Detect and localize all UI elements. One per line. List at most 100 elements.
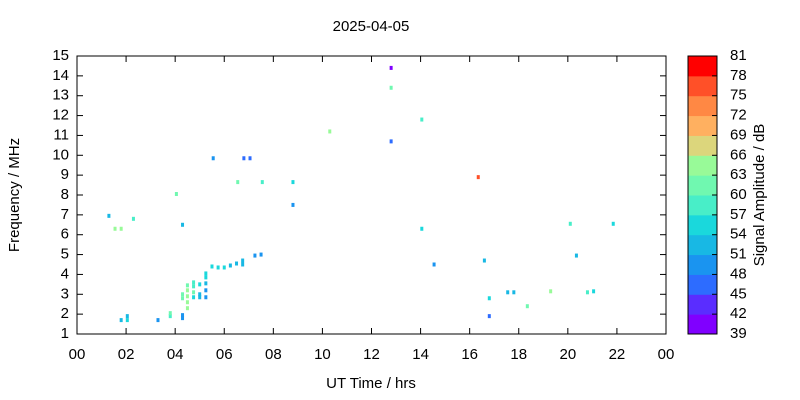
colorbar-tick-label: 45 — [730, 285, 747, 302]
point — [156, 318, 160, 323]
point — [107, 213, 111, 218]
colorbar-tick-label: 69 — [730, 126, 747, 143]
point — [192, 290, 196, 295]
y-tick-label: 6 — [61, 226, 69, 243]
point — [291, 202, 295, 207]
chart-title: 2025-04-05 — [333, 18, 410, 35]
point — [328, 129, 332, 134]
point — [291, 180, 295, 185]
point — [235, 261, 239, 266]
y-tick-label: 4 — [61, 265, 69, 282]
point — [242, 156, 246, 161]
point — [181, 313, 185, 318]
point — [185, 294, 189, 299]
colorbar-band — [688, 294, 717, 315]
point — [211, 156, 215, 161]
x-tick-label: 12 — [363, 346, 380, 363]
colorbar-tick-label: 51 — [730, 246, 747, 263]
colorbar-tick-label: 48 — [730, 265, 747, 282]
colorbar-tick-label: 57 — [730, 206, 747, 223]
point — [192, 295, 196, 300]
colorbar-tick-label: 60 — [730, 186, 747, 203]
y-tick-label: 9 — [61, 166, 69, 183]
colorbar-tick-label: 75 — [730, 87, 747, 104]
point — [574, 253, 578, 258]
colorbar-tick-label: 81 — [730, 47, 747, 64]
point — [198, 292, 202, 297]
point — [119, 318, 123, 323]
colorbar-band — [688, 95, 717, 117]
y-tick-label: 5 — [61, 246, 69, 263]
point — [487, 314, 491, 319]
point — [185, 306, 189, 311]
x-axis-label: UT Time / hrs — [326, 375, 416, 392]
point — [168, 314, 172, 319]
colorbar-tick-label: 66 — [730, 146, 747, 163]
colorbar-tick-label: 63 — [730, 166, 747, 183]
point — [487, 296, 491, 301]
x-tick-label: 06 — [216, 346, 233, 363]
y-axis-label: Frequency / MHz — [6, 138, 23, 252]
point — [525, 304, 529, 309]
colorbar-band — [688, 254, 717, 275]
y-tick-label: 7 — [61, 206, 69, 223]
point — [260, 180, 264, 185]
point — [174, 192, 178, 197]
point — [181, 296, 185, 301]
colorbar-band — [688, 155, 717, 176]
y-tick-label: 12 — [52, 107, 69, 124]
point — [568, 221, 572, 226]
point — [611, 221, 615, 226]
point — [216, 265, 220, 270]
colorbar-band — [688, 75, 717, 97]
point — [192, 284, 196, 289]
point — [253, 253, 257, 258]
point — [204, 271, 208, 276]
point — [222, 265, 226, 270]
point — [192, 280, 196, 285]
x-tick-label: 22 — [609, 346, 626, 363]
point — [236, 180, 240, 185]
colorbar-tick-label: 54 — [730, 226, 747, 243]
point — [125, 314, 129, 319]
point — [210, 264, 214, 269]
x-tick-label: 10 — [314, 346, 331, 363]
x-tick-label: 14 — [412, 346, 429, 363]
x-tick-label: 18 — [510, 346, 527, 363]
point — [125, 318, 129, 323]
point — [181, 292, 185, 297]
colorbar-tick-label: 78 — [730, 67, 747, 84]
colorbar-band — [688, 195, 717, 216]
point — [512, 290, 516, 295]
point — [181, 222, 185, 227]
x-tick-label: 08 — [265, 346, 282, 363]
y-tick-label: 13 — [52, 87, 69, 104]
point — [506, 290, 510, 295]
x-tick-label: 00 — [658, 346, 675, 363]
y-tick-label: 3 — [61, 285, 69, 302]
colorbar-band — [688, 234, 717, 256]
point — [181, 316, 185, 321]
point — [389, 85, 393, 90]
colorbar-band — [688, 115, 717, 136]
point — [241, 262, 245, 267]
point — [389, 139, 393, 144]
colorbar-band — [688, 274, 717, 295]
point — [432, 262, 436, 267]
colorbar-band — [688, 56, 717, 77]
x-tick-label: 16 — [461, 346, 478, 363]
point — [185, 288, 189, 293]
point — [185, 300, 189, 305]
colorbar-tick-label: 39 — [730, 325, 747, 342]
point — [476, 175, 480, 180]
point — [389, 65, 393, 70]
y-tick-label: 1 — [61, 325, 69, 342]
point — [168, 311, 172, 316]
point — [204, 295, 208, 300]
point — [204, 288, 208, 293]
x-tick-label: 04 — [167, 346, 184, 363]
y-tick-label: 8 — [61, 186, 69, 203]
x-tick-label: 00 — [69, 346, 86, 363]
point — [259, 252, 263, 257]
